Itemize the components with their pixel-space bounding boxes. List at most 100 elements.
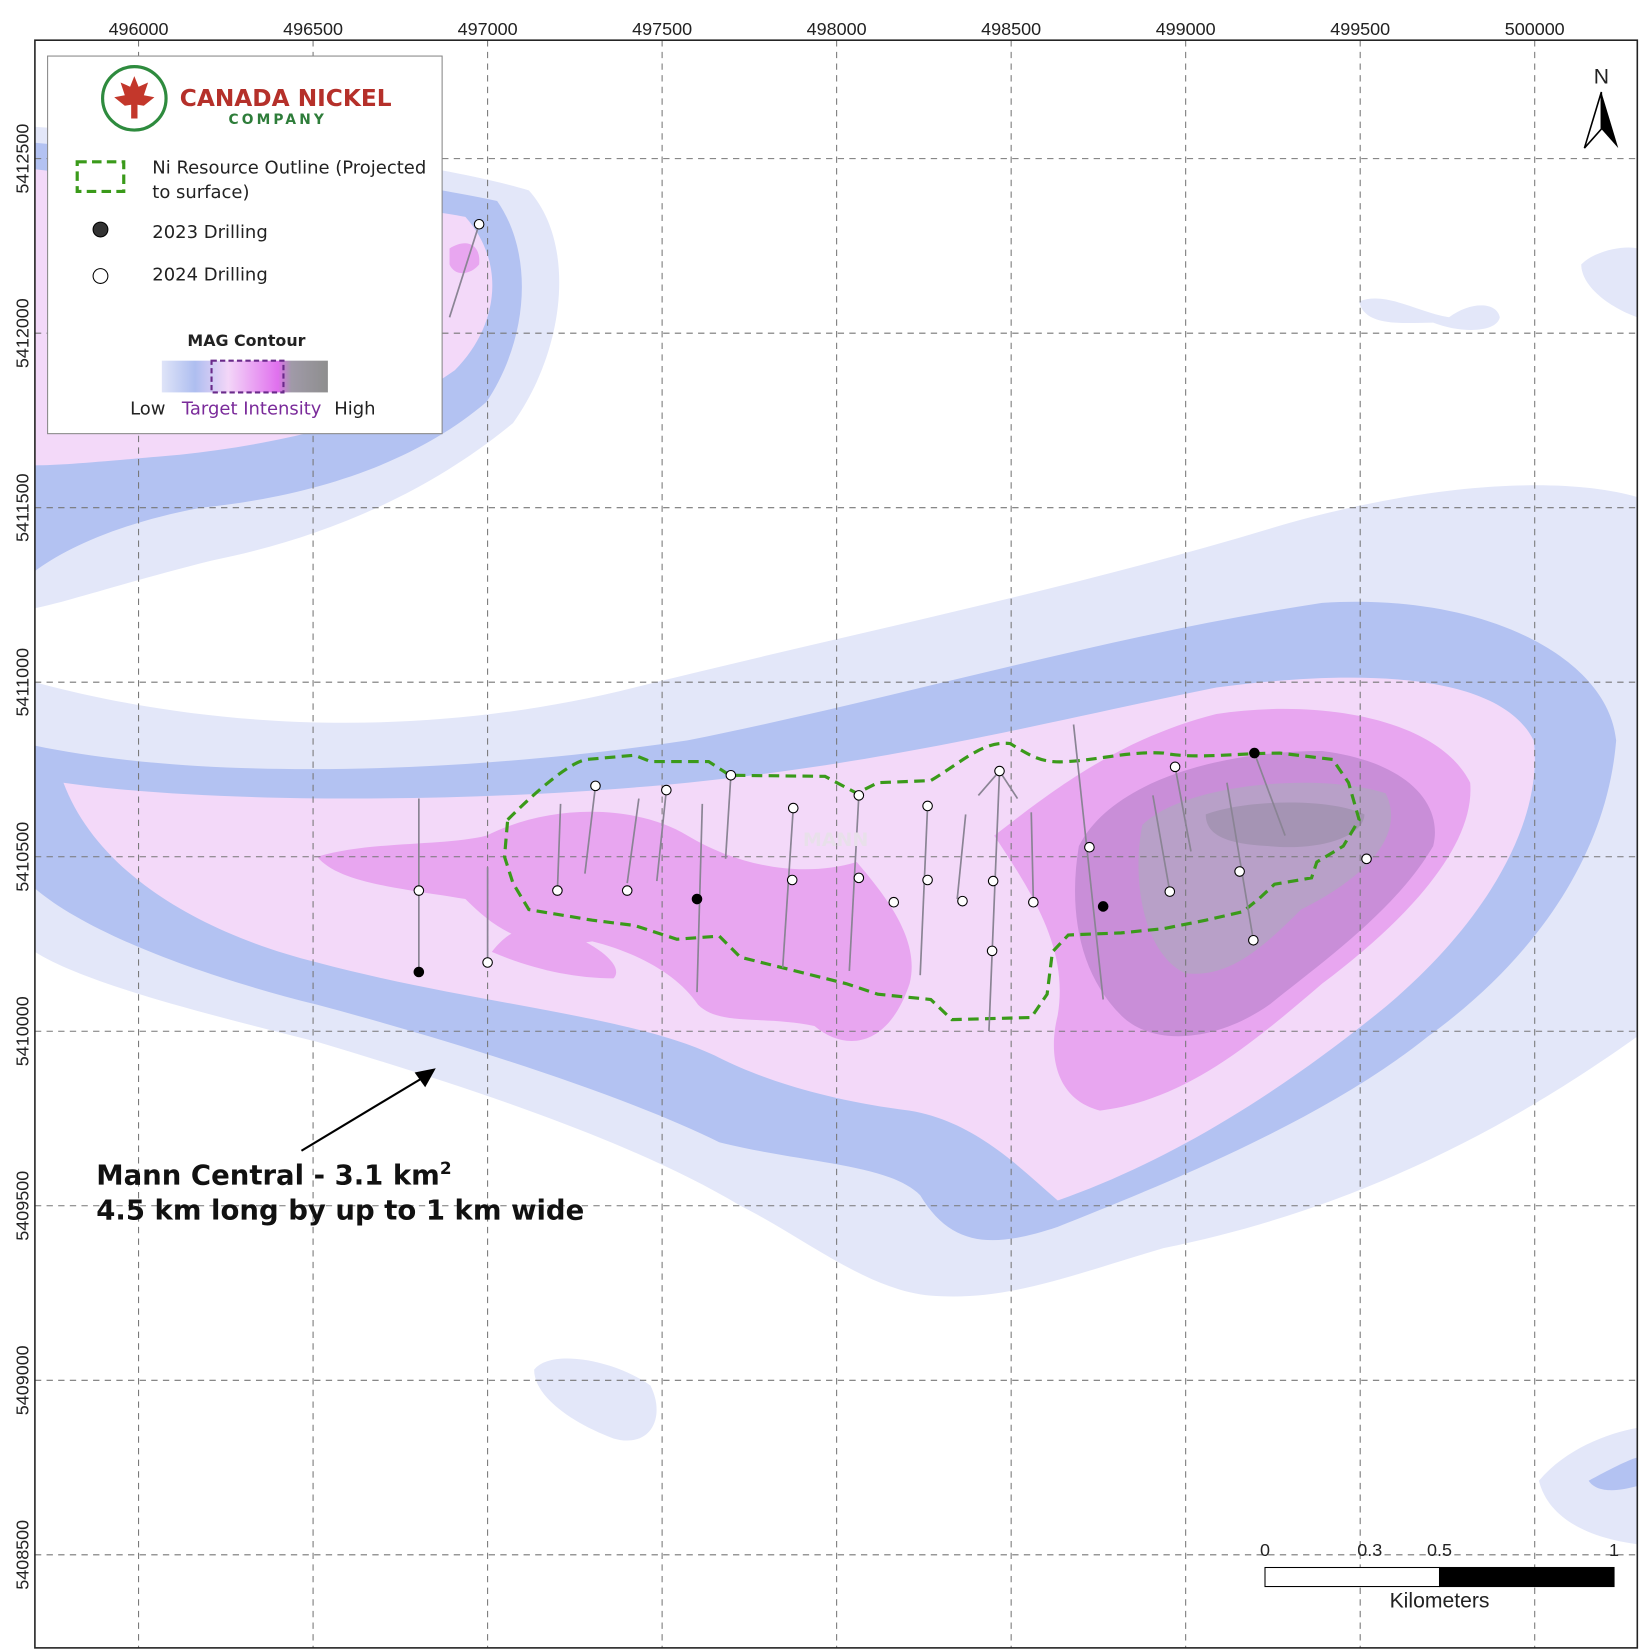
target-box — [210, 359, 285, 394]
mag-target: Target Intensity — [181, 399, 322, 420]
legend-label: Ni Resource Outline (Projected — [152, 157, 426, 178]
drill-2024 — [725, 770, 737, 781]
drill-trace — [724, 775, 732, 859]
scale-unit: Kilometers — [1390, 1590, 1490, 1613]
drill-2024 — [1234, 866, 1245, 877]
scale-tick: 0.5 — [1427, 1540, 1452, 1560]
x-grid-label: 498500 — [981, 19, 1041, 39]
drill-2024 — [413, 885, 425, 896]
drill-2024 — [1248, 935, 1259, 946]
mag-low: Low — [130, 399, 165, 420]
drill-2024 — [1028, 896, 1039, 908]
drill-trace — [556, 803, 562, 891]
drill-trace — [988, 771, 1001, 1032]
annotation: Mann Central - 3.1 km2 — [96, 1158, 451, 1192]
x-grid-label: 500000 — [1505, 19, 1565, 39]
logo-sub: COMPANY — [228, 112, 327, 128]
drill-trace — [1253, 752, 1286, 836]
drill-trace — [1226, 782, 1255, 941]
logo-name: CANADA NICKEL — [180, 85, 392, 112]
y-grid-label: 5411000 — [13, 648, 33, 717]
annotation-arrow — [300, 1077, 422, 1152]
drill-2024 — [853, 790, 865, 801]
place-label: MANN — [803, 829, 868, 851]
drill-2023 — [1249, 747, 1260, 759]
y-grid-label: 5409000 — [13, 1345, 33, 1415]
grid-labels: 496000 496500 497000 497500 498000 498500 4990… — [13, 19, 1565, 1590]
drill-trace — [584, 785, 597, 874]
resource-outline — [502, 741, 1361, 1022]
drill-trace — [998, 770, 1019, 800]
drill-trace — [1174, 766, 1192, 852]
drill-2024 — [922, 874, 933, 886]
scale-bar: Kilometers 0 0.3 0.5 1 — [1260, 1540, 1619, 1613]
drill-2024 — [986, 945, 998, 957]
swatch-2023 — [92, 221, 109, 238]
drill-trace — [848, 795, 860, 972]
drill-2024 — [1361, 853, 1372, 865]
drill-2024 — [786, 874, 798, 886]
legend-label: 2023 Drilling — [152, 222, 267, 243]
drill-2024 — [922, 800, 933, 812]
drill-trace — [1030, 812, 1035, 903]
drill-2024 — [1169, 761, 1181, 773]
y-grid-label: 5412500 — [13, 124, 33, 194]
drill-2024 — [661, 784, 672, 796]
annotation-line: Mann Central - 3.1 km — [96, 1160, 440, 1192]
drill-trace — [956, 814, 967, 900]
drill-2024 — [957, 895, 968, 907]
scale-tick: 0.3 — [1357, 1540, 1382, 1560]
annotation-sup: 2 — [440, 1158, 452, 1178]
legend-label: to surface) — [152, 182, 249, 203]
scale-segment — [1438, 1566, 1615, 1588]
drill-trace — [1072, 724, 1105, 1000]
drill-2024 — [888, 896, 900, 908]
drill-2024 — [590, 780, 601, 792]
drill-2024 — [621, 885, 633, 896]
drill-2023 — [1097, 901, 1109, 912]
x-grid-label: 497500 — [632, 19, 692, 39]
map-frame — [34, 39, 1639, 1649]
drill-trace — [919, 805, 929, 976]
drill-trace — [977, 770, 1001, 796]
y-grid-label: 5412000 — [13, 298, 33, 368]
mag-title: MAG Contour — [187, 331, 305, 350]
x-grid-label: 499000 — [1156, 19, 1216, 39]
scale-segment — [1264, 1566, 1441, 1588]
y-grid-label: 5409500 — [13, 1171, 33, 1241]
drill-trace — [448, 223, 480, 318]
drill-2024 — [552, 885, 563, 896]
drill-2024 — [473, 218, 485, 230]
drill-trace — [655, 790, 668, 882]
legend-label: 2024 Drilling — [152, 264, 267, 285]
x-grid-label: 498000 — [807, 19, 867, 39]
legend: CANADA NICKEL COMPANY Ni Resource Outlin… — [47, 55, 443, 435]
drill-2024 — [1164, 886, 1176, 897]
y-grid-label: 5411500 — [13, 473, 33, 542]
arrow-head — [414, 1068, 436, 1088]
drill-2023 — [691, 893, 703, 905]
y-grid-label: 5410500 — [13, 822, 33, 892]
y-grid-label: 5410000 — [13, 996, 33, 1066]
y-grid-label: 5408500 — [13, 1520, 33, 1590]
swatch-2024 — [92, 268, 109, 284]
mag-gradient — [161, 360, 328, 393]
x-grid-label: 497000 — [458, 19, 518, 39]
x-grid-label: 496500 — [283, 19, 343, 39]
drill-2024 — [994, 765, 1005, 777]
scale-tick: 1 — [1609, 1540, 1619, 1560]
drill-trace — [781, 808, 795, 968]
outline-swatch — [75, 160, 126, 194]
annotation-line: 4.5 km long by up to 1 km wide — [96, 1195, 584, 1227]
drill-2024 — [482, 957, 493, 968]
mag-high: High — [334, 399, 375, 420]
drill-2024 — [1084, 841, 1095, 853]
x-grid-label: 496000 — [109, 19, 169, 39]
scale-tick: 0 — [1260, 1540, 1270, 1560]
drill-2024 — [787, 802, 799, 814]
drill-holes — [413, 218, 1372, 1032]
drill-trace — [626, 798, 640, 884]
north-label: N — [1594, 66, 1609, 89]
drill-2024 — [987, 875, 999, 887]
